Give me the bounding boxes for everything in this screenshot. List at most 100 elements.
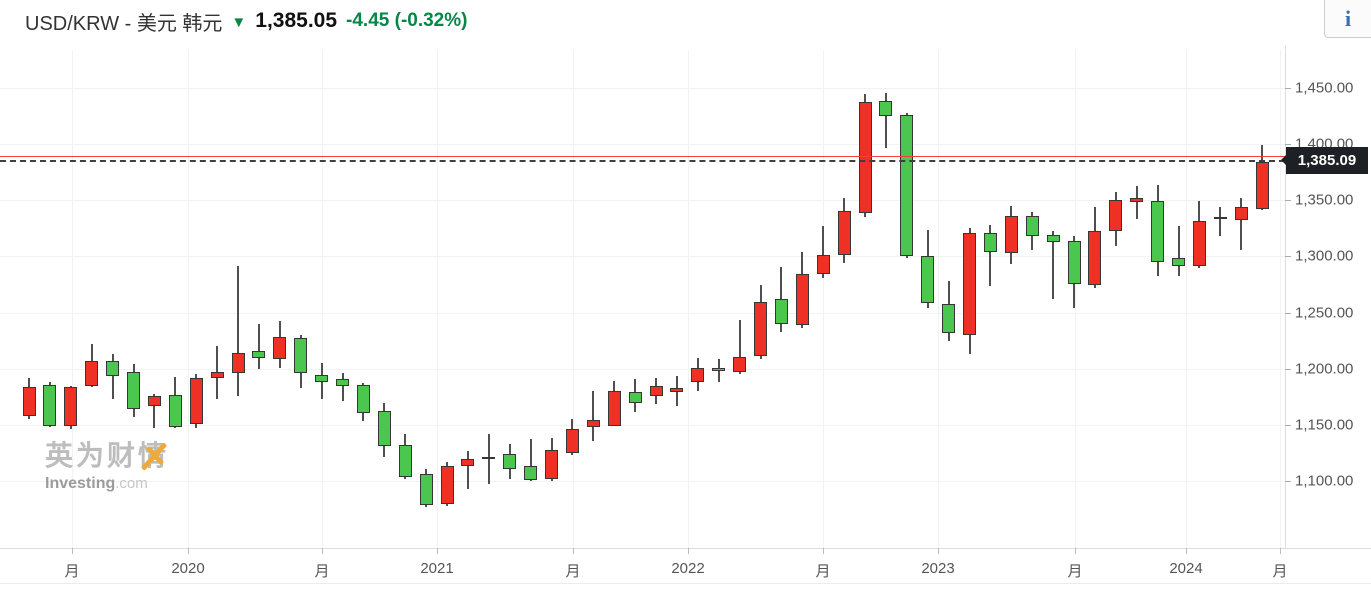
candlestick[interactable] — [1109, 199, 1123, 231]
x-tick — [437, 548, 438, 554]
candlestick[interactable] — [1088, 231, 1102, 286]
candlestick[interactable] — [983, 233, 997, 252]
x-axis-line — [0, 548, 1371, 549]
candlestick[interactable] — [921, 256, 935, 303]
candlestick[interactable] — [712, 367, 726, 371]
info-button[interactable]: i — [1324, 0, 1371, 38]
candlestick[interactable] — [1255, 161, 1269, 210]
candlestick[interactable] — [565, 428, 579, 454]
candlestick[interactable] — [43, 385, 57, 427]
candlestick[interactable] — [1025, 216, 1039, 237]
x-tick — [322, 548, 323, 554]
x-tick — [573, 548, 574, 554]
h-gridline — [0, 312, 1285, 314]
y-axis-label: 1,150.00 — [1295, 416, 1354, 434]
candlestick[interactable] — [168, 395, 182, 428]
candlestick[interactable] — [670, 387, 684, 393]
candlestick[interactable] — [733, 356, 747, 373]
candlestick[interactable] — [524, 465, 538, 480]
candlestick[interactable] — [1213, 216, 1227, 220]
v-gridline — [1280, 50, 1281, 548]
candlestick[interactable] — [691, 367, 705, 383]
h-gridline — [0, 256, 1285, 258]
candlestick[interactable] — [377, 411, 391, 446]
candlestick[interactable] — [837, 211, 851, 255]
x-tick — [1280, 548, 1281, 554]
candlestick[interactable] — [461, 458, 475, 466]
x-tick — [823, 548, 824, 554]
y-tick — [1285, 256, 1291, 258]
candlestick[interactable] — [586, 419, 600, 428]
candlestick[interactable] — [419, 474, 433, 505]
h-gridline — [0, 481, 1285, 483]
candlestick[interactable] — [900, 115, 914, 257]
candle-wick — [738, 319, 741, 375]
x-tick — [938, 548, 939, 554]
v-gridline — [1186, 50, 1187, 548]
candlestick[interactable] — [795, 274, 809, 326]
candlestick[interactable] — [336, 379, 349, 386]
candlestick[interactable] — [1234, 207, 1248, 221]
candle-wick — [341, 372, 344, 401]
candlestick[interactable] — [649, 385, 663, 396]
candlestick[interactable] — [189, 378, 203, 425]
y-tick — [1285, 368, 1291, 370]
h-gridline — [0, 88, 1285, 89]
y-axis-label: 1,450.00 — [1295, 79, 1354, 97]
candlestick[interactable] — [22, 387, 36, 417]
v-gridline — [437, 50, 438, 548]
candlestick[interactable] — [1046, 235, 1060, 243]
price-down-arrow-icon: ▼ — [231, 13, 247, 31]
y-tick — [1285, 312, 1291, 314]
candlestick[interactable] — [1151, 200, 1165, 263]
candlestick[interactable] — [294, 337, 308, 373]
candlestick[interactable] — [147, 396, 161, 407]
v-gridline — [938, 50, 939, 548]
candlestick[interactable] — [879, 100, 893, 116]
candlestick[interactable] — [942, 303, 956, 333]
candlestick[interactable] — [315, 375, 329, 382]
candle-wick — [237, 266, 239, 396]
candlestick[interactable] — [64, 387, 78, 427]
candlestick[interactable] — [356, 385, 370, 413]
candlestick[interactable] — [1172, 257, 1185, 266]
candlestick[interactable] — [1004, 216, 1018, 253]
y-axis-label: 1,300.00 — [1295, 247, 1354, 265]
candlestick-plot[interactable] — [0, 0, 1285, 548]
candle-wick — [1240, 198, 1243, 250]
y-tick — [1285, 88, 1291, 89]
candlestick[interactable] — [628, 391, 642, 403]
last-price: 1,385.05 — [255, 9, 338, 32]
candlestick[interactable] — [273, 336, 287, 360]
x-axis-label: 月 — [565, 563, 581, 580]
current-price-badge: 1,385.09 — [1281, 147, 1368, 175]
candlestick[interactable] — [106, 361, 120, 377]
x-axis-label: 2023 — [921, 560, 955, 577]
candlestick[interactable] — [858, 101, 872, 214]
h-gridline — [0, 200, 1285, 202]
candlestick[interactable] — [231, 352, 245, 373]
candlestick[interactable] — [482, 456, 496, 460]
candlestick[interactable] — [607, 390, 621, 426]
candlestick[interactable] — [210, 371, 224, 379]
candlestick[interactable] — [754, 301, 767, 356]
candlestick[interactable] — [1192, 221, 1206, 266]
candlestick[interactable] — [440, 465, 454, 504]
candlestick[interactable] — [774, 298, 788, 324]
x-axis-label: 2024 — [1169, 560, 1203, 577]
candlestick[interactable] — [252, 351, 266, 359]
v-gridline — [1075, 50, 1076, 548]
x-axis-label: 月 — [1272, 563, 1288, 580]
candlestick[interactable] — [816, 255, 830, 274]
candlestick[interactable] — [1067, 240, 1081, 285]
candlestick[interactable] — [545, 449, 558, 479]
x-axis-label: 月 — [314, 563, 330, 580]
candle-wick — [111, 354, 114, 400]
candlestick[interactable] — [1130, 198, 1144, 202]
candlestick[interactable] — [127, 372, 140, 410]
candlestick[interactable] — [85, 361, 99, 387]
candlestick[interactable] — [503, 454, 517, 469]
candlestick[interactable] — [963, 233, 976, 336]
candlestick[interactable] — [398, 445, 412, 478]
